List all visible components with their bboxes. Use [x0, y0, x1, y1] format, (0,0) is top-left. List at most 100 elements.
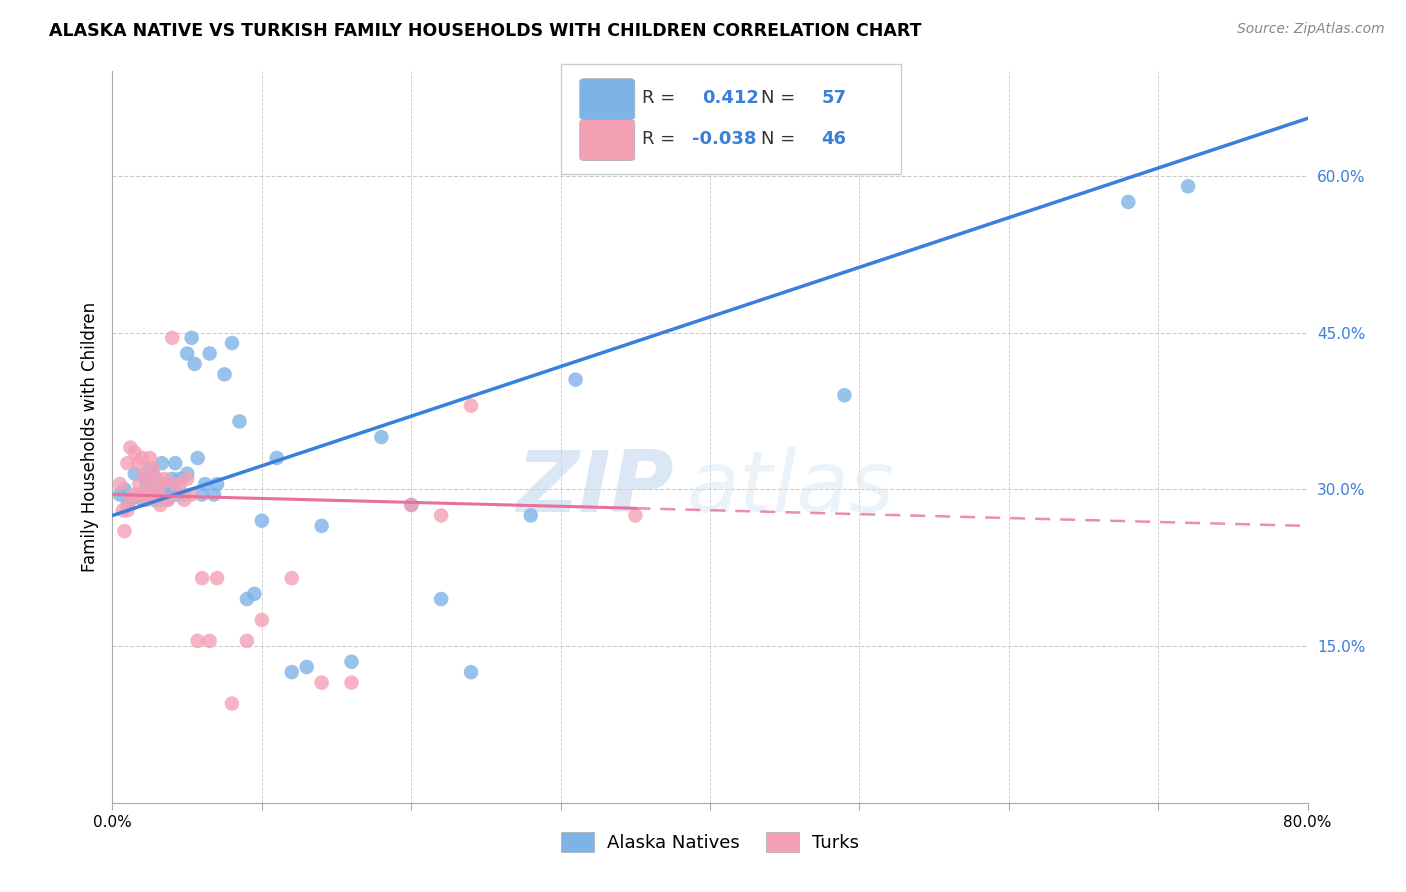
Point [236, 592, 259, 607]
Point [120, 492, 142, 507]
Point [165, 477, 187, 491]
Point [221, 336, 243, 351]
Point [156, 492, 179, 507]
Point [180, 487, 202, 501]
Point [124, 446, 146, 460]
Point [520, 508, 543, 523]
Point [187, 450, 209, 465]
Text: ZIP: ZIP [516, 447, 675, 530]
Point [128, 477, 150, 491]
Point [139, 461, 162, 475]
Point [176, 472, 198, 486]
Point [139, 450, 162, 465]
Point [266, 450, 288, 465]
Point [149, 492, 172, 507]
Point [128, 487, 150, 501]
Point [143, 487, 166, 501]
Point [134, 487, 156, 501]
Point [135, 492, 157, 507]
Text: R =: R = [643, 88, 675, 107]
Point [187, 633, 209, 648]
Point [173, 487, 195, 501]
Point [117, 498, 139, 512]
Point [135, 477, 157, 491]
Point [281, 571, 304, 585]
Text: atlas: atlas [686, 447, 894, 530]
Text: N =: N = [762, 88, 796, 107]
Text: R =: R = [643, 129, 675, 148]
Point [139, 487, 162, 501]
Point [120, 492, 142, 507]
Point [108, 487, 131, 501]
Point [127, 456, 149, 470]
Point [162, 483, 183, 497]
Point [460, 665, 482, 680]
Point [153, 477, 176, 491]
Point [134, 472, 156, 486]
Point [401, 498, 423, 512]
Point [198, 346, 221, 360]
Point [202, 487, 225, 501]
Point [430, 508, 453, 523]
Point [153, 472, 176, 486]
Y-axis label: Family Households with Children: Family Households with Children [80, 302, 98, 572]
Point [311, 519, 333, 533]
Point [166, 487, 188, 501]
Point [165, 456, 187, 470]
Point [624, 508, 647, 523]
Point [295, 660, 318, 674]
Point [146, 477, 169, 491]
Point [124, 467, 146, 481]
Point [173, 492, 195, 507]
Text: ALASKA NATIVE VS TURKISH FAMILY HOUSEHOLDS WITH CHILDREN CORRELATION CHART: ALASKA NATIVE VS TURKISH FAMILY HOUSEHOL… [49, 22, 922, 40]
Point [139, 477, 162, 491]
Point [169, 477, 191, 491]
Point [146, 472, 169, 486]
Point [142, 467, 165, 481]
Point [131, 487, 153, 501]
Point [564, 373, 586, 387]
Point [281, 665, 304, 680]
Point [117, 503, 139, 517]
Point [162, 472, 183, 486]
Point [117, 456, 139, 470]
Point [142, 461, 165, 475]
Point [146, 487, 169, 501]
Text: 57: 57 [821, 88, 846, 107]
FancyBboxPatch shape [579, 78, 634, 120]
Point [108, 477, 131, 491]
Point [194, 477, 217, 491]
Point [134, 467, 156, 481]
Point [176, 346, 198, 360]
Text: 46: 46 [821, 129, 846, 148]
Point [1118, 194, 1140, 209]
Point [370, 430, 392, 444]
FancyBboxPatch shape [561, 64, 901, 174]
Point [162, 331, 183, 345]
Point [180, 331, 202, 345]
Point [236, 633, 259, 648]
Point [340, 655, 363, 669]
Point [221, 697, 243, 711]
Text: -0.038: -0.038 [692, 129, 756, 148]
Point [131, 450, 153, 465]
Point [250, 613, 273, 627]
Text: Source: ZipAtlas.com: Source: ZipAtlas.com [1237, 22, 1385, 37]
Point [146, 487, 169, 501]
Point [183, 357, 205, 371]
Point [228, 414, 250, 428]
Point [430, 592, 453, 607]
Point [1177, 179, 1199, 194]
Point [169, 472, 191, 486]
Point [205, 571, 228, 585]
Point [176, 467, 198, 481]
Point [311, 675, 333, 690]
Point [114, 524, 135, 538]
Point [120, 441, 142, 455]
Point [401, 498, 423, 512]
Point [150, 456, 173, 470]
Point [149, 498, 172, 512]
Point [191, 487, 214, 501]
Point [250, 514, 273, 528]
FancyBboxPatch shape [579, 120, 634, 161]
